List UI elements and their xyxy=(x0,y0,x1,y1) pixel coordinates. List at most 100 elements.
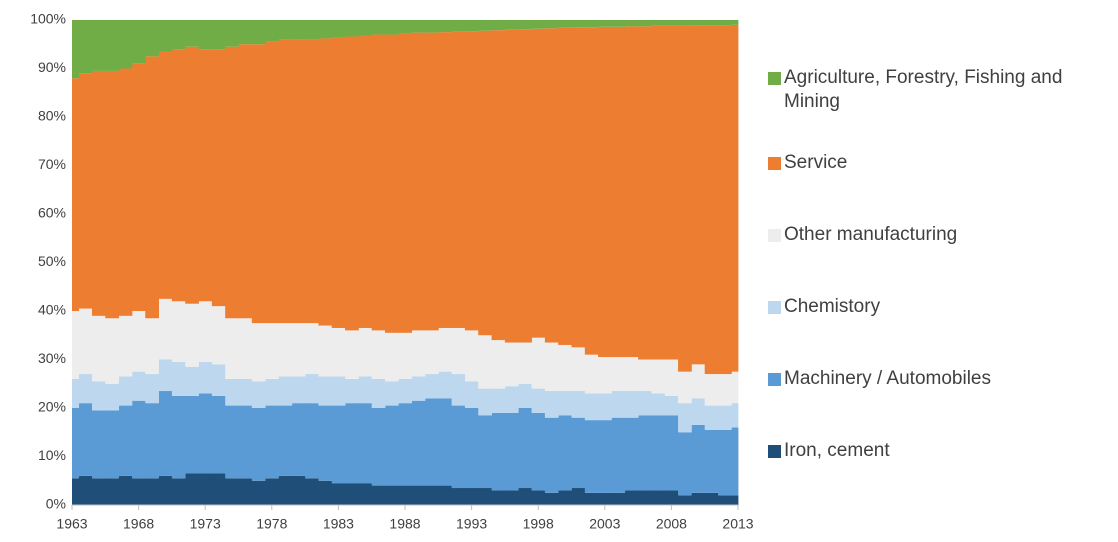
area-step xyxy=(118,20,133,69)
area-step xyxy=(731,20,739,25)
area-step xyxy=(345,330,359,379)
legend-label: Machinery / Automobiles xyxy=(784,368,991,389)
area-step xyxy=(291,39,306,324)
area-step xyxy=(491,340,506,389)
area-step xyxy=(185,20,199,47)
legend-item: Agriculture, Forestry, Fishing and Minin… xyxy=(768,66,1113,114)
area-step xyxy=(638,490,652,505)
x-tick-label: 1998 xyxy=(523,516,554,532)
area-step xyxy=(611,20,626,27)
area-step xyxy=(531,490,546,505)
area-step xyxy=(664,25,679,360)
area-step xyxy=(331,327,346,377)
x-tick-label: 1968 xyxy=(123,516,154,532)
area-step xyxy=(464,330,479,382)
area-step xyxy=(678,403,692,433)
area-step xyxy=(198,20,213,50)
legend-item: Other manufacturing xyxy=(768,223,1113,247)
area-step xyxy=(385,381,399,406)
area-step xyxy=(185,46,199,304)
area-step xyxy=(598,420,612,493)
area-step xyxy=(131,371,146,401)
legend-label: Other manufacturing xyxy=(784,224,958,245)
area-step xyxy=(518,408,532,489)
area-step xyxy=(118,475,133,505)
area-step xyxy=(424,330,439,375)
x-tick-label: 1978 xyxy=(256,516,287,532)
area-step xyxy=(504,490,519,505)
area-step xyxy=(105,383,120,411)
area-step xyxy=(398,378,413,404)
area-step xyxy=(318,376,333,406)
area-step xyxy=(504,412,519,491)
area-step xyxy=(198,301,213,362)
area-step xyxy=(504,29,519,343)
area-step xyxy=(398,403,413,486)
area-step xyxy=(518,342,532,384)
area-step xyxy=(691,364,706,399)
area-step xyxy=(72,311,80,379)
area-step xyxy=(371,330,386,379)
area-step xyxy=(571,391,586,418)
area-step xyxy=(544,391,559,418)
area-step xyxy=(238,318,253,379)
area-step xyxy=(491,20,506,31)
area-step xyxy=(131,311,146,372)
area-step xyxy=(638,20,652,27)
area-step xyxy=(318,38,333,326)
area-step xyxy=(478,388,492,416)
area-step xyxy=(518,20,532,30)
area-step xyxy=(305,478,319,505)
area-step xyxy=(198,49,213,302)
area-step xyxy=(571,488,586,505)
area-step xyxy=(251,44,266,324)
area-step xyxy=(305,20,319,40)
area-step xyxy=(131,478,146,505)
area-step xyxy=(451,374,466,406)
area-step xyxy=(451,20,466,32)
area-step xyxy=(664,359,679,396)
area-step xyxy=(105,478,120,505)
area-step xyxy=(278,323,293,377)
area-step xyxy=(464,408,479,489)
area-step xyxy=(451,488,466,505)
area-step xyxy=(411,400,426,486)
area-step xyxy=(718,20,732,26)
legend-label: Agriculture, Forestry, Fishing and Minin… xyxy=(784,67,1063,112)
area-step xyxy=(345,403,359,484)
area-step xyxy=(72,20,80,79)
area-step xyxy=(624,490,639,505)
y-tick-label: 30% xyxy=(38,350,66,366)
area-step xyxy=(331,20,346,38)
area-step xyxy=(385,20,399,35)
area-step xyxy=(238,44,253,319)
area-step xyxy=(305,323,319,375)
area-step xyxy=(718,25,732,375)
area-step xyxy=(185,303,199,367)
area-step xyxy=(704,25,719,375)
area-step xyxy=(278,20,293,40)
area-step xyxy=(504,342,519,387)
area-step xyxy=(664,415,679,491)
series xyxy=(72,359,739,433)
y-tick-label: 40% xyxy=(38,302,66,318)
area-step xyxy=(318,20,333,39)
area-step xyxy=(385,332,399,382)
area-step xyxy=(358,20,373,36)
area-step xyxy=(464,31,479,331)
legend-swatch xyxy=(768,445,781,458)
area-step xyxy=(638,415,652,491)
area-step xyxy=(158,359,173,392)
legend-item: Chemistory xyxy=(768,295,1113,319)
area-step xyxy=(225,405,239,479)
area-step xyxy=(704,20,719,26)
area-step xyxy=(158,475,173,505)
area-step xyxy=(531,412,546,491)
area-step xyxy=(638,26,652,360)
area-step xyxy=(598,26,612,358)
area-step xyxy=(238,478,253,505)
area-step xyxy=(145,478,159,505)
area-step xyxy=(451,405,466,489)
legend-swatch xyxy=(768,301,781,314)
